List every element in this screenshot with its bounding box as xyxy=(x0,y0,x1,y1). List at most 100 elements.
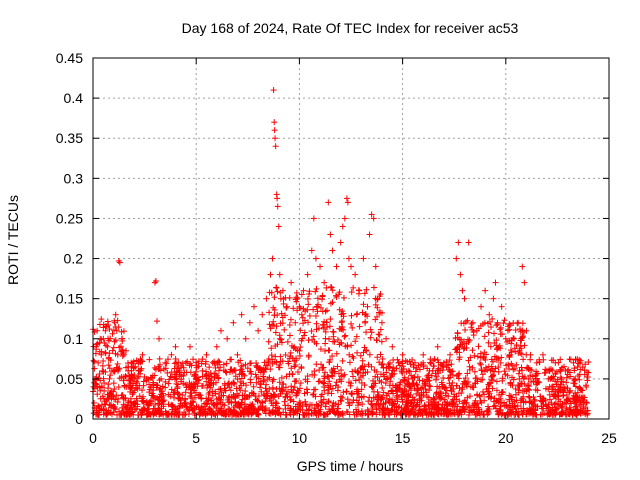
data-point-marker xyxy=(370,284,377,291)
x-tick-label: 0 xyxy=(89,430,97,446)
data-point-marker xyxy=(271,312,278,319)
y-tick-label: 0.45 xyxy=(56,50,83,66)
data-point-marker xyxy=(322,328,329,335)
data-point-marker xyxy=(349,324,356,331)
data-point-marker xyxy=(465,239,472,246)
data-point-marker xyxy=(367,334,374,341)
x-tick-label: 5 xyxy=(192,430,200,446)
x-tick-label: 10 xyxy=(292,430,308,446)
data-point-marker xyxy=(326,323,333,330)
data-point-marker xyxy=(98,316,105,323)
data-point-marker xyxy=(313,285,320,292)
data-point-marker xyxy=(165,356,172,363)
data-point-marker xyxy=(319,365,326,372)
data-point-marker xyxy=(105,362,112,369)
data-point-marker xyxy=(348,320,355,327)
data-point-marker xyxy=(292,319,299,326)
data-point-marker xyxy=(111,338,118,345)
data-point-marker xyxy=(162,384,169,391)
data-point-marker xyxy=(322,340,329,347)
data-point-marker xyxy=(372,301,379,308)
data-point-marker xyxy=(268,352,275,359)
x-tick-labels: 0 5 10 15 20 25 xyxy=(89,430,617,446)
data-point-marker xyxy=(515,370,522,377)
data-point-marker xyxy=(527,351,534,358)
data-point-marker xyxy=(180,364,187,371)
data-point-marker xyxy=(422,403,429,410)
data-point-marker xyxy=(244,365,251,372)
data-point-marker xyxy=(519,320,526,327)
y-tick-label: 0.3 xyxy=(64,170,84,186)
data-point-marker xyxy=(345,255,352,262)
data-point-marker xyxy=(310,306,317,313)
data-point-marker xyxy=(281,398,288,405)
data-point-marker xyxy=(203,351,210,358)
data-point-marker xyxy=(294,368,301,375)
data-point-marker xyxy=(564,385,571,392)
data-point-marker xyxy=(255,327,262,334)
data-point-marker xyxy=(215,367,222,374)
data-point-marker xyxy=(389,343,396,350)
data-point-marker xyxy=(250,303,257,310)
data-point-marker xyxy=(539,351,546,358)
data-point-marker xyxy=(150,379,157,386)
data-point-marker xyxy=(340,294,347,301)
data-point-marker xyxy=(341,215,348,222)
data-point-marker xyxy=(288,383,295,390)
data-point-marker xyxy=(268,345,275,352)
y-tick-labels: 0 0.05 0.1 0.15 0.2 0.25 0.3 0.35 0.4 0.45 xyxy=(56,50,83,427)
data-point-marker xyxy=(343,195,350,202)
data-point-marker xyxy=(507,393,514,400)
data-point-marker xyxy=(272,329,279,336)
data-point-marker xyxy=(434,343,441,350)
data-point-marker xyxy=(521,373,528,380)
data-point-marker xyxy=(448,361,455,368)
data-point-marker xyxy=(362,319,369,326)
data-point-marker xyxy=(312,312,319,319)
data-point-marker xyxy=(324,390,331,397)
data-point-marker xyxy=(457,271,464,278)
data-point-marker xyxy=(488,324,495,331)
data-point-marker xyxy=(281,326,288,333)
data-point-marker xyxy=(365,398,372,405)
data-point-marker xyxy=(378,319,385,326)
data-point-marker xyxy=(455,239,462,246)
data-point-marker xyxy=(477,361,484,368)
data-point-marker xyxy=(242,335,249,342)
data-point-marker xyxy=(250,383,257,390)
data-point-marker xyxy=(337,239,344,246)
data-point-marker xyxy=(520,356,527,363)
data-point-marker xyxy=(323,284,330,291)
data-point-marker xyxy=(464,370,471,377)
data-point-marker xyxy=(346,351,353,358)
data-point-marker xyxy=(350,284,357,291)
data-point-marker xyxy=(346,359,353,366)
data-point-marker xyxy=(252,371,259,378)
data-point-marker xyxy=(274,288,281,295)
data-point-marker xyxy=(349,373,356,380)
data-point-marker xyxy=(306,290,313,297)
data-point-marker xyxy=(440,374,447,381)
data-point-marker xyxy=(486,311,493,318)
data-point-marker xyxy=(312,288,319,295)
data-point-marker xyxy=(238,311,245,318)
data-point-marker xyxy=(412,368,419,375)
data-point-marker xyxy=(99,362,106,369)
y-tick-label: 0.35 xyxy=(56,130,83,146)
data-point-marker xyxy=(360,255,367,262)
data-point-marker xyxy=(174,390,181,397)
data-point-marker xyxy=(356,323,363,330)
data-point-marker xyxy=(270,87,277,94)
data-point-marker xyxy=(462,319,469,326)
data-point-marker xyxy=(482,287,489,294)
data-point-marker xyxy=(375,331,382,338)
y-tick-label: 0.4 xyxy=(64,90,84,106)
data-point-marker xyxy=(306,312,313,319)
data-point-marker xyxy=(323,307,330,314)
data-point-marker xyxy=(492,279,499,286)
data-point-marker xyxy=(104,410,111,417)
data-point-marker xyxy=(464,317,471,324)
data-point-marker xyxy=(530,394,537,401)
data-point-marker xyxy=(390,364,397,371)
data-point-marker xyxy=(497,331,504,338)
